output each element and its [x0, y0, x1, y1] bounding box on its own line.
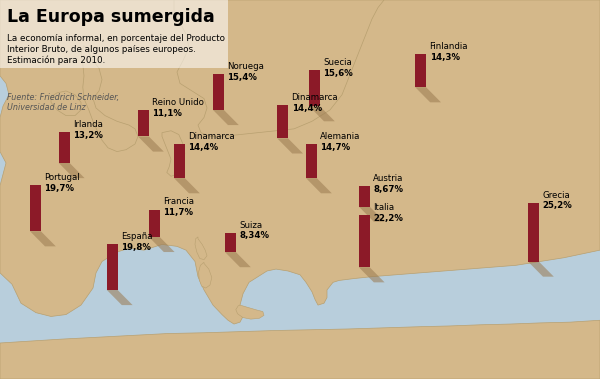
- Bar: [213, 74, 224, 110]
- Text: 8,34%: 8,34%: [239, 232, 269, 240]
- Bar: [59, 132, 70, 163]
- Polygon shape: [30, 231, 56, 246]
- Text: España: España: [121, 232, 152, 241]
- Polygon shape: [225, 252, 251, 267]
- Polygon shape: [213, 110, 239, 125]
- Polygon shape: [162, 131, 185, 176]
- Text: Dinamarca: Dinamarca: [188, 132, 235, 141]
- Text: Irlanda: Irlanda: [73, 120, 103, 129]
- Text: 13,2%: 13,2%: [73, 131, 103, 140]
- Text: Fuente: Friedrich Schneider,
Universidad de Linz: Fuente: Friedrich Schneider, Universidad…: [7, 93, 119, 112]
- Polygon shape: [199, 262, 212, 288]
- Bar: [309, 70, 320, 106]
- Text: 19,7%: 19,7%: [44, 184, 74, 193]
- Text: Alemania: Alemania: [320, 132, 361, 141]
- Polygon shape: [415, 87, 441, 102]
- Polygon shape: [51, 91, 81, 116]
- Text: Suecia: Suecia: [323, 58, 352, 67]
- Text: 8,67%: 8,67%: [373, 185, 403, 194]
- Text: 11,1%: 11,1%: [152, 110, 182, 118]
- Bar: [149, 210, 160, 237]
- Text: 14,3%: 14,3%: [430, 53, 460, 62]
- Polygon shape: [277, 138, 303, 153]
- Bar: [30, 185, 41, 231]
- Text: 14,7%: 14,7%: [320, 143, 350, 152]
- Polygon shape: [0, 320, 600, 379]
- Text: La economía informal, en porcentaje del Producto
Interior Bruto, de algunos país: La economía informal, en porcentaje del …: [7, 34, 225, 64]
- Bar: [277, 105, 288, 138]
- Polygon shape: [309, 106, 335, 121]
- Polygon shape: [138, 136, 164, 152]
- Text: 14,4%: 14,4%: [188, 143, 218, 152]
- Polygon shape: [195, 237, 207, 260]
- Bar: [174, 144, 185, 178]
- Bar: [107, 244, 118, 290]
- Text: 15,6%: 15,6%: [323, 69, 353, 78]
- Text: 11,7%: 11,7%: [163, 208, 193, 218]
- Polygon shape: [174, 178, 200, 193]
- Bar: [225, 233, 236, 252]
- Polygon shape: [528, 262, 554, 277]
- Polygon shape: [236, 305, 264, 319]
- Bar: [138, 111, 149, 136]
- Polygon shape: [149, 237, 175, 252]
- Text: Francia: Francia: [163, 197, 194, 207]
- Text: 19,8%: 19,8%: [121, 243, 151, 252]
- Polygon shape: [59, 163, 85, 178]
- Text: 15,4%: 15,4%: [227, 73, 257, 82]
- Text: La Europa sumergida: La Europa sumergida: [7, 8, 215, 26]
- Polygon shape: [359, 207, 385, 222]
- Text: Dinamarca: Dinamarca: [292, 92, 338, 102]
- Polygon shape: [81, 45, 138, 152]
- Polygon shape: [359, 267, 385, 282]
- Text: Grecia: Grecia: [542, 191, 570, 200]
- Bar: [359, 186, 370, 207]
- Text: Italia: Italia: [373, 203, 394, 212]
- Text: Finlandia: Finlandia: [430, 42, 468, 51]
- Text: 14,4%: 14,4%: [292, 103, 322, 113]
- Bar: [528, 203, 539, 262]
- Bar: [0, 0, 228, 68]
- Text: 22,2%: 22,2%: [373, 214, 403, 223]
- Polygon shape: [174, 0, 384, 136]
- Text: Noruega: Noruega: [227, 62, 264, 71]
- Polygon shape: [0, 0, 600, 324]
- Polygon shape: [306, 178, 332, 193]
- Text: Portugal: Portugal: [44, 173, 80, 182]
- Text: Reino Unido: Reino Unido: [152, 99, 204, 108]
- Text: Suiza: Suiza: [239, 221, 263, 230]
- Text: 25,2%: 25,2%: [542, 202, 572, 210]
- Bar: [415, 54, 426, 87]
- Polygon shape: [107, 290, 133, 305]
- Bar: [359, 215, 370, 267]
- Bar: [306, 144, 317, 178]
- Text: Austria: Austria: [373, 174, 404, 183]
